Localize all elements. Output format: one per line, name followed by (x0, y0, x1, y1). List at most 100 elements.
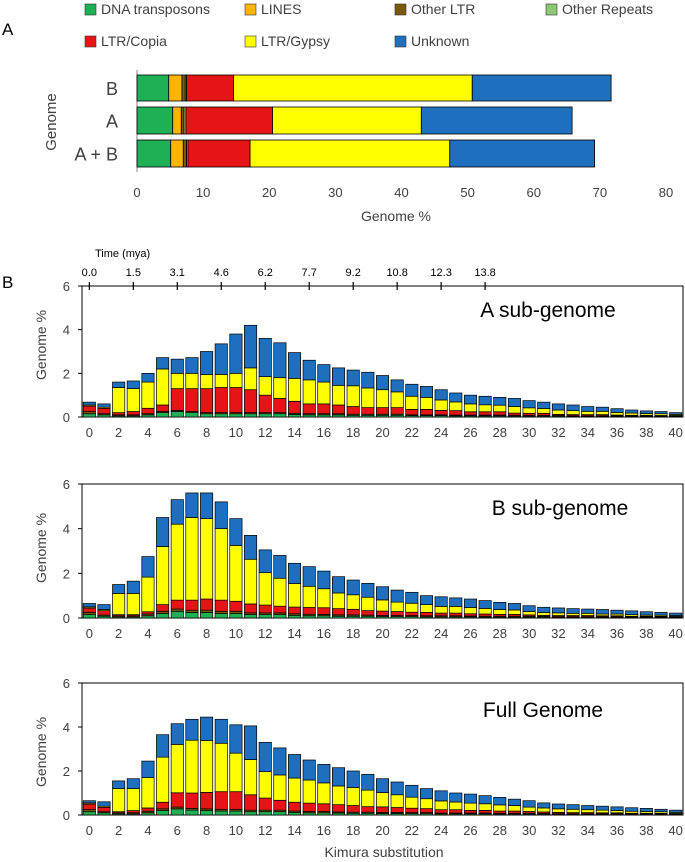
bar-k15-unknown (302, 359, 316, 381)
bar-k16-gypsy (317, 588, 331, 609)
legend-swatch-dna-transposons (84, 3, 97, 16)
bar-k7-gypsy (185, 372, 199, 389)
bar-k8-copia (200, 598, 214, 611)
bar-k6-gypsy (170, 523, 184, 601)
bar-k22-copia (405, 807, 419, 813)
bar-k25-copia (449, 612, 463, 617)
bar-k9-dna (214, 810, 228, 816)
bar-k13-dna (273, 614, 287, 619)
bar-k8-copia (200, 388, 214, 413)
bar-k28-unknown (493, 602, 507, 610)
bar-k25-copia (449, 809, 463, 814)
xtick-label: 28 (493, 823, 507, 838)
bar-k27-unknown (478, 600, 492, 609)
bar-k4-unknown (141, 760, 155, 778)
bar-k12-copia (258, 394, 272, 413)
bar-k6-copia (170, 388, 184, 411)
xtick-label: 0 (86, 425, 93, 440)
bar-k15-gypsy (302, 585, 316, 608)
legend-swatch-other-repeats (545, 3, 558, 16)
bar-k38-unknown (639, 410, 653, 414)
bar-k6-unknown (170, 358, 184, 374)
bar-k11-copia (244, 794, 258, 811)
bar-k40-unknown (669, 612, 683, 616)
bar-k18-gypsy (346, 385, 360, 407)
xtick-label: 40 (668, 626, 682, 641)
bar-k31-gypsy (537, 408, 551, 414)
bar-k12-dna (258, 413, 272, 418)
bar-k30-gypsy (522, 806, 536, 812)
xtick-label: 36 (610, 823, 624, 838)
bar-k10-copia (229, 387, 243, 413)
bar-k11-gypsy (244, 367, 258, 391)
time-tick-label: 3.1 (170, 267, 185, 279)
ytick-label: 6 (63, 676, 70, 691)
bar-k18-gypsy (346, 594, 360, 610)
bar-k9-dna (214, 613, 228, 619)
bar-k4-copia (141, 407, 155, 415)
bar-k35-gypsy (595, 410, 609, 415)
bar-k32-unknown (551, 803, 565, 810)
bar-k5-copia (156, 801, 170, 810)
bar-k12-dna (258, 811, 272, 816)
xtick-label: 28 (493, 425, 507, 440)
bar-k36-gypsy (610, 412, 624, 416)
xtick-label: 32 (551, 626, 565, 641)
bar-k27-copia (478, 411, 492, 416)
bar-k7-dna (185, 612, 199, 619)
bar-k26-gypsy (463, 802, 477, 811)
bar-k30-gypsy (522, 611, 536, 616)
bar-k7-unknown (185, 492, 199, 518)
bar-k13-gypsy (273, 377, 287, 399)
bar-k24-copia (434, 410, 448, 416)
bar-k19-gypsy (361, 596, 375, 611)
ytick-label: 4 (63, 323, 70, 338)
bar-k22-gypsy (405, 796, 419, 809)
bar-ab-ltr-gypsy (249, 139, 451, 168)
bar-k33-gypsy (566, 410, 580, 415)
bar-k16-copia (317, 803, 331, 812)
xtick-label: 2 (115, 626, 122, 641)
bar-k34-gypsy (581, 809, 595, 813)
bar-k21-unknown (390, 589, 404, 603)
panel-a-xtick: 80 (659, 185, 673, 200)
bar-k36-unknown (610, 609, 624, 615)
bar-k13-copia (273, 398, 287, 413)
xtick-label: 16 (317, 823, 331, 838)
bar-a-dna-transposons (136, 106, 174, 135)
bar-k17-copia (332, 608, 346, 616)
bar-k10-unknown (229, 518, 243, 546)
xtick-label: 6 (174, 425, 181, 440)
bar-k31-unknown (537, 401, 551, 409)
xtick-label: 10 (229, 626, 243, 641)
bar-k18-unknown (346, 369, 360, 387)
bar-k20-copia (375, 806, 390, 813)
bar-k12-dna (258, 614, 272, 619)
bar-k8-gypsy (200, 740, 214, 793)
bar-k14-dna (288, 614, 302, 619)
bar-k13-dna (273, 413, 287, 418)
bar-k30-unknown (522, 605, 536, 612)
xtick-label: 36 (610, 626, 624, 641)
bar-k10-gypsy (229, 545, 243, 602)
xtick-label: 22 (405, 425, 419, 440)
bar-ab-ltr-copia (187, 139, 251, 168)
xtick-label: 34 (580, 823, 594, 838)
bar-k17-gypsy (332, 785, 346, 806)
bar-k11-gypsy (244, 558, 258, 605)
bar-k16-unknown (317, 570, 331, 590)
panel-b-label: B (2, 273, 13, 292)
bar-k25-unknown (449, 392, 463, 403)
bar-k14-gypsy (288, 378, 302, 402)
bar-k10-unknown (229, 333, 243, 374)
bar-k18-copia (346, 608, 360, 616)
bar-k38-unknown (639, 611, 653, 616)
xtick-label: 34 (580, 626, 594, 641)
ytick-label: 6 (63, 477, 70, 492)
bar-k7-gypsy (185, 517, 199, 601)
xtick-label: 6 (174, 823, 181, 838)
bar-k24-gypsy (434, 800, 448, 811)
bar-k26-gypsy (463, 403, 477, 413)
xtick-label: 36 (610, 425, 624, 440)
bar-k5-copia (156, 604, 170, 612)
